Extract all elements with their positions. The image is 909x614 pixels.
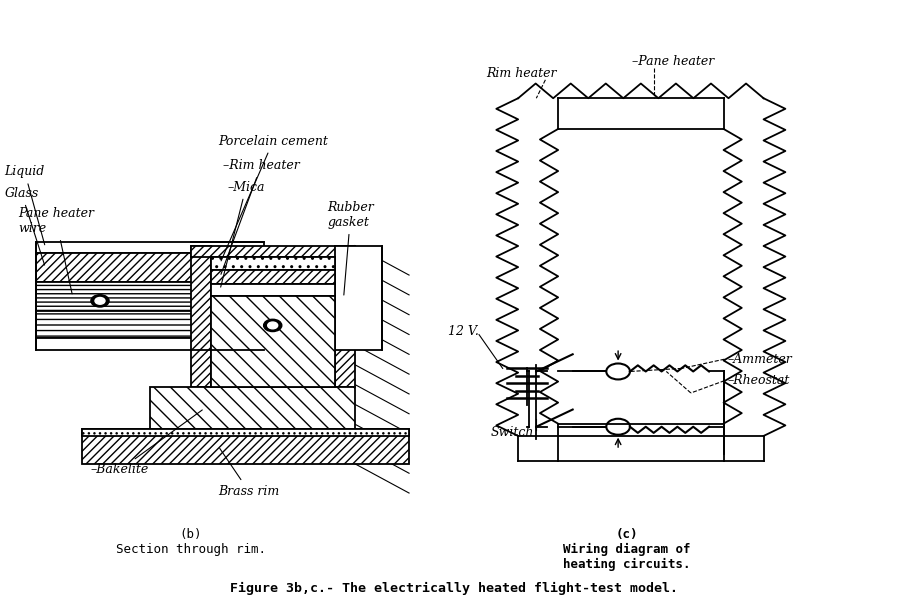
Bar <box>82 429 409 464</box>
Bar <box>36 253 264 282</box>
Bar <box>36 242 264 253</box>
Bar <box>191 246 211 387</box>
Text: –Rheostat: –Rheostat <box>727 374 790 387</box>
Text: Figure 3b,c.- The electrically heated flight-test model.: Figure 3b,c.- The electrically heated fl… <box>231 581 678 595</box>
Bar <box>36 338 264 350</box>
Text: Switch: Switch <box>491 426 534 440</box>
Text: (c)
Wiring diagram of
heating circuits.: (c) Wiring diagram of heating circuits. <box>564 528 691 571</box>
Text: Liquid: Liquid <box>5 165 45 245</box>
Bar <box>211 296 335 387</box>
Circle shape <box>91 295 109 307</box>
Text: –Mica: –Mica <box>221 181 265 287</box>
Text: –Pane heater: –Pane heater <box>632 55 714 68</box>
Text: Rim heater: Rim heater <box>486 67 557 80</box>
Circle shape <box>95 297 105 305</box>
Circle shape <box>264 319 282 332</box>
Bar <box>335 246 382 350</box>
Circle shape <box>267 322 278 329</box>
Text: –Ammeter: –Ammeter <box>727 352 792 366</box>
Bar <box>211 284 335 296</box>
Bar <box>36 311 264 338</box>
Text: –Rim heater: –Rim heater <box>221 159 299 274</box>
Text: –Bakelite: –Bakelite <box>91 410 203 476</box>
Text: Brass rim: Brass rim <box>218 448 279 498</box>
Bar <box>191 246 355 257</box>
Bar <box>211 257 335 270</box>
Bar <box>82 429 409 436</box>
Text: Rubber
gasket: Rubber gasket <box>327 201 374 295</box>
Bar <box>211 270 335 284</box>
Bar <box>335 246 355 387</box>
Text: (b)
Section through rim.: (b) Section through rim. <box>115 528 266 556</box>
Text: Porcelain cement: Porcelain cement <box>218 134 328 261</box>
Bar <box>150 387 355 430</box>
Text: 12 V.: 12 V. <box>448 325 479 338</box>
Text: Glass: Glass <box>5 187 45 265</box>
Text: Pane heater
wire: Pane heater wire <box>18 207 95 294</box>
Bar <box>36 282 264 311</box>
